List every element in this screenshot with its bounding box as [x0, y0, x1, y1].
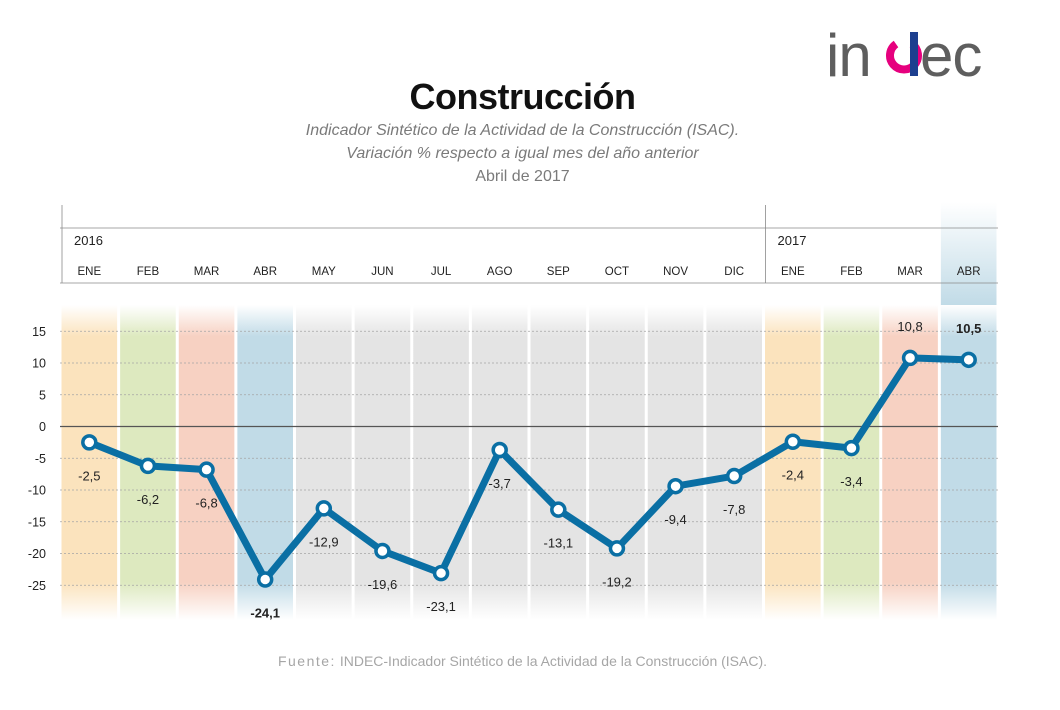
- column-band: [765, 305, 821, 620]
- data-point: [901, 349, 919, 367]
- data-label: -7,8: [723, 502, 745, 517]
- y-tick-label: -25: [28, 579, 46, 593]
- column-band: [823, 305, 880, 620]
- data-point: [491, 441, 508, 459]
- y-tick-label: -20: [28, 547, 46, 561]
- data-point: [198, 461, 215, 478]
- column-band: [354, 305, 411, 620]
- data-point: [725, 467, 743, 485]
- month-label: NOV: [663, 266, 688, 278]
- svg-text:in: in: [826, 26, 871, 86]
- data-point: [784, 433, 802, 450]
- data-point: [960, 351, 977, 369]
- data-label: -2,5: [78, 468, 100, 483]
- chart-subtitle-2: Variación % respecto a igual mes del año…: [346, 145, 699, 162]
- data-label: 10,5: [956, 321, 981, 336]
- data-point: [81, 434, 98, 451]
- data-point: [256, 571, 274, 588]
- indec-logo: in ec: [826, 26, 982, 86]
- data-label: -3,7: [488, 476, 510, 491]
- month-label: ENE: [781, 266, 805, 278]
- column-band: [61, 305, 118, 620]
- column-band: [647, 305, 704, 620]
- column-band: [237, 305, 293, 620]
- month-label: SEP: [547, 266, 570, 278]
- y-tick-label: 15: [32, 325, 46, 339]
- data-label: -24,1: [250, 606, 280, 621]
- data-point: [139, 457, 157, 475]
- highlight-band: [940, 202, 997, 305]
- column-band: [589, 305, 645, 620]
- svg-text:ec: ec: [920, 26, 981, 86]
- month-label: ABR: [253, 266, 277, 278]
- chart-subtitle: Indicador Sintético de la Actividad de l…: [305, 122, 740, 139]
- source-note: Fuente: INDEC-Indicador Sintético de la …: [0, 653, 1045, 669]
- chart-date: Abril de 2017: [475, 168, 570, 185]
- data-label: -23,1: [426, 599, 456, 614]
- series-line: [85, 354, 973, 584]
- data-point: [550, 501, 567, 518]
- data-point: [315, 500, 333, 517]
- data-label: -6,8: [195, 496, 217, 511]
- year-label: 2016: [74, 233, 103, 248]
- data-label: -13,1: [543, 536, 573, 551]
- data-label: -3,4: [840, 474, 862, 489]
- y-tick-label: 5: [39, 388, 46, 402]
- month-label: ENE: [77, 266, 101, 278]
- month-label: MAR: [194, 266, 220, 278]
- data-label: -19,6: [368, 577, 398, 592]
- data-label: 10,8: [897, 319, 922, 334]
- month-label: ABR: [957, 266, 981, 278]
- data-label: -12,9: [309, 534, 339, 549]
- month-label: FEB: [840, 266, 863, 278]
- y-tick-label: -5: [35, 452, 46, 466]
- month-label: JUL: [431, 266, 452, 278]
- data-label: -9,4: [664, 512, 686, 527]
- month-label: MAR: [897, 266, 923, 278]
- chart-title: Construcción: [409, 76, 636, 117]
- y-tick-label: -15: [28, 515, 46, 529]
- y-tick-label: 10: [32, 357, 46, 371]
- month-label: OCT: [605, 266, 629, 278]
- data-label: -2,4: [782, 468, 804, 483]
- month-label: FEB: [137, 266, 160, 278]
- y-tick-label: -10: [28, 484, 46, 498]
- column-band: [296, 305, 352, 620]
- source-label: Fuente:: [277, 653, 336, 669]
- column-band: [471, 305, 528, 620]
- month-label: DIC: [724, 266, 744, 278]
- data-label: -19,2: [602, 574, 632, 589]
- month-label: MAY: [312, 266, 336, 278]
- data-point: [843, 439, 860, 457]
- data-point: [374, 542, 391, 560]
- y-tick-label: 0: [39, 420, 46, 434]
- data-label: -6,2: [137, 492, 159, 507]
- data-point: [667, 477, 684, 495]
- month-label: JUN: [371, 266, 393, 278]
- month-label: AGO: [487, 266, 513, 278]
- data-point: [432, 564, 450, 582]
- column-band: [530, 305, 587, 620]
- source-text: INDEC-Indicador Sintético de la Activida…: [339, 653, 768, 669]
- year-label: 2017: [778, 233, 807, 248]
- data-point: [608, 540, 626, 557]
